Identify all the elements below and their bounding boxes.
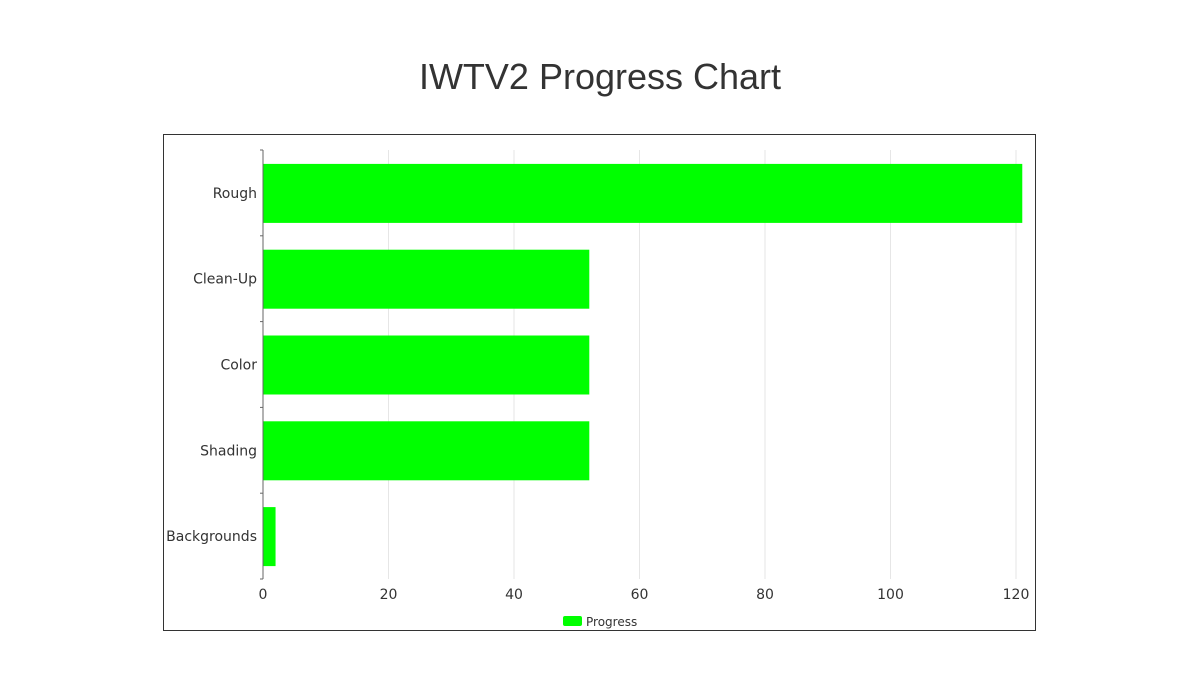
y-category-label: Shading <box>200 443 257 459</box>
x-tick-label: 80 <box>756 587 774 603</box>
y-category-label: Rough <box>213 186 257 202</box>
bar-color[interactable] <box>263 335 590 395</box>
bar-rough[interactable] <box>263 163 1023 223</box>
x-tick-label: 40 <box>505 587 523 603</box>
x-tick-label: 60 <box>631 587 649 603</box>
y-category-label: Backgrounds <box>166 529 257 545</box>
bar-shading[interactable] <box>263 421 590 481</box>
y-category-label: Clean-Up <box>193 272 257 288</box>
bars <box>263 163 1023 567</box>
chart-frame <box>163 134 1036 631</box>
legend-label[interactable]: Progress <box>586 615 637 629</box>
x-tick-label: 100 <box>877 587 904 603</box>
bar-backgrounds[interactable] <box>263 507 276 567</box>
bar-clean-up[interactable] <box>263 249 590 309</box>
y-category-label: Color <box>220 358 257 374</box>
axes: 0 20 40 60 80 100 120 Rough Clean-Up Color Shading… <box>166 149 1030 603</box>
chart-title: IWTV2 Progress Chart <box>418 56 782 97</box>
legend-swatch[interactable] <box>563 616 582 626</box>
x-tick-label: 120 <box>1003 587 1030 603</box>
legend: Progress <box>563 615 637 629</box>
x-tick-label: 0 <box>259 587 268 603</box>
x-tick-label: 20 <box>380 587 398 603</box>
